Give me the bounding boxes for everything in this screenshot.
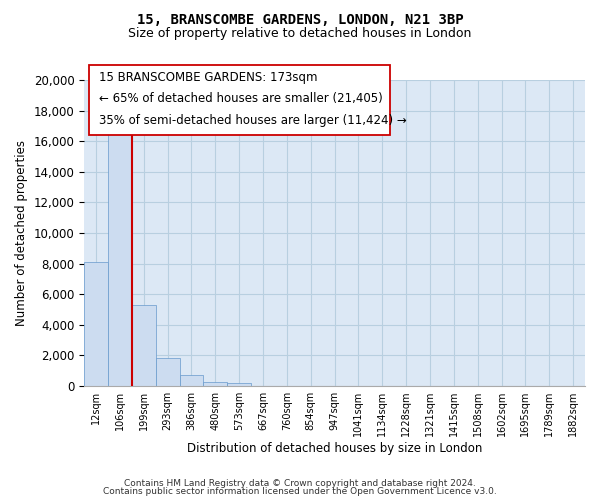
Text: ← 65% of detached houses are smaller (21,405): ← 65% of detached houses are smaller (21… [99,92,383,105]
Bar [84,262,108,386]
Bar [203,382,227,386]
Text: Contains public sector information licensed under the Open Government Licence v3: Contains public sector information licen… [103,487,497,496]
Bar [132,305,156,386]
Bar [227,382,251,386]
FancyBboxPatch shape [89,64,389,135]
X-axis label: Distribution of detached houses by size in London: Distribution of detached houses by size … [187,442,482,455]
Bar [179,374,203,386]
Text: 15, BRANSCOMBE GARDENS, LONDON, N21 3BP: 15, BRANSCOMBE GARDENS, LONDON, N21 3BP [137,12,463,26]
Text: 35% of semi-detached houses are larger (11,424) →: 35% of semi-detached houses are larger (… [99,114,407,126]
Bar [156,358,179,386]
Bar [108,134,132,386]
Text: Size of property relative to detached houses in London: Size of property relative to detached ho… [128,28,472,40]
Text: Contains HM Land Registry data © Crown copyright and database right 2024.: Contains HM Land Registry data © Crown c… [124,478,476,488]
Text: 15 BRANSCOMBE GARDENS: 173sqm: 15 BRANSCOMBE GARDENS: 173sqm [99,71,317,84]
Y-axis label: Number of detached properties: Number of detached properties [15,140,28,326]
